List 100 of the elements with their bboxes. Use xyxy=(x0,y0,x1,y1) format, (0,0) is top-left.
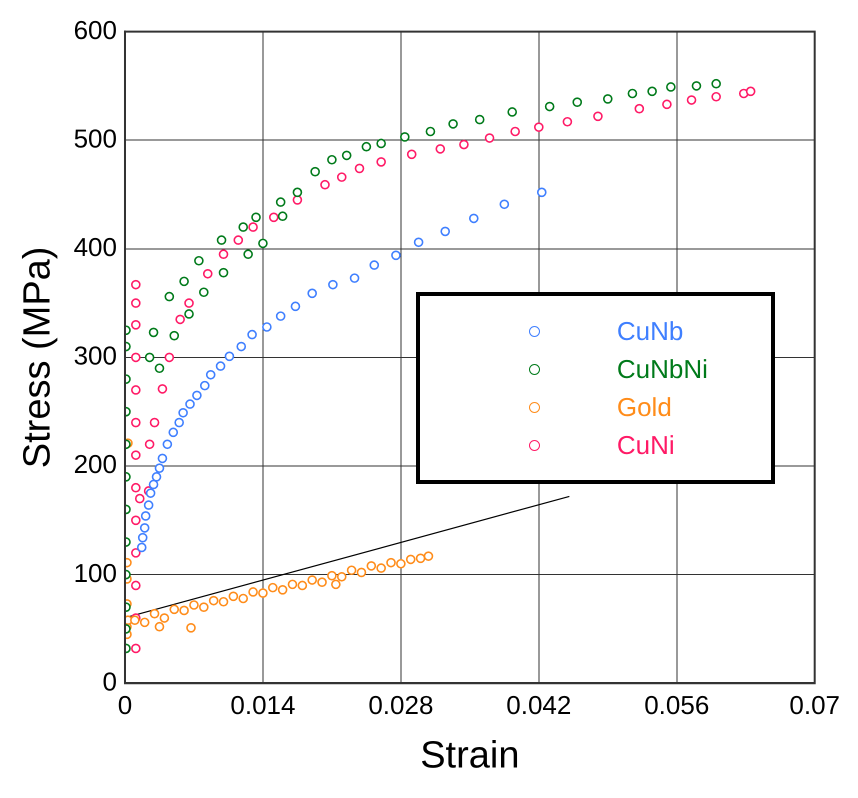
point xyxy=(140,523,150,533)
point xyxy=(278,211,288,222)
point xyxy=(376,157,386,167)
point xyxy=(406,150,417,160)
point xyxy=(158,384,168,394)
point xyxy=(144,439,154,450)
text: Gold xyxy=(616,392,672,423)
point xyxy=(238,222,248,232)
point xyxy=(414,237,424,248)
point xyxy=(144,352,154,362)
x-axis-title: Strain xyxy=(420,734,520,777)
point xyxy=(310,166,320,176)
point xyxy=(247,330,257,340)
point xyxy=(391,250,401,260)
point xyxy=(507,107,518,117)
point xyxy=(327,154,337,165)
point xyxy=(160,613,170,623)
point xyxy=(251,212,261,222)
point xyxy=(369,260,380,270)
point xyxy=(150,418,160,428)
x-tick-label: 0.014 xyxy=(230,690,296,720)
y-tick-label: 0 xyxy=(102,666,117,696)
point xyxy=(131,516,141,526)
point xyxy=(131,280,141,290)
point xyxy=(131,385,141,395)
point xyxy=(320,180,330,190)
point xyxy=(202,268,213,279)
point xyxy=(185,399,195,409)
point xyxy=(290,302,300,312)
point xyxy=(327,570,337,580)
point xyxy=(131,482,141,493)
point xyxy=(200,380,210,390)
point xyxy=(194,256,204,266)
point xyxy=(572,97,582,107)
point xyxy=(416,554,426,564)
point xyxy=(298,580,308,590)
point xyxy=(350,273,360,283)
point xyxy=(131,418,141,428)
x-tick-label: 0.028 xyxy=(368,690,434,720)
point xyxy=(206,370,216,380)
point xyxy=(150,608,160,618)
point xyxy=(307,575,317,585)
point xyxy=(216,361,226,371)
y-tick-label: 600 xyxy=(74,14,117,45)
point xyxy=(131,298,141,308)
point xyxy=(131,320,141,330)
point xyxy=(238,594,248,604)
point xyxy=(162,439,172,450)
point xyxy=(662,100,672,110)
point xyxy=(396,558,406,569)
point xyxy=(179,606,189,616)
point xyxy=(179,276,189,286)
point xyxy=(148,480,158,490)
point xyxy=(152,472,162,482)
point xyxy=(131,580,141,590)
point xyxy=(336,572,347,582)
point xyxy=(224,352,234,362)
point xyxy=(192,390,202,400)
point xyxy=(510,126,520,136)
point xyxy=(131,450,141,460)
point xyxy=(440,226,450,236)
point xyxy=(366,561,376,571)
point xyxy=(140,618,150,628)
point xyxy=(174,418,184,428)
y-axis-title: Stress (MPa) xyxy=(16,246,58,468)
point xyxy=(448,119,458,129)
point xyxy=(686,95,696,105)
point xyxy=(356,568,366,578)
x-tick-label: 0.07 xyxy=(789,690,840,720)
point xyxy=(459,140,469,150)
point xyxy=(140,511,150,521)
point xyxy=(258,238,268,248)
point xyxy=(362,142,372,152)
point xyxy=(130,615,140,626)
point xyxy=(154,622,164,632)
point xyxy=(628,88,638,98)
point xyxy=(711,78,721,89)
point xyxy=(262,322,272,332)
point xyxy=(342,150,352,160)
point xyxy=(278,585,288,595)
point xyxy=(317,577,327,587)
point xyxy=(276,311,286,321)
point xyxy=(131,548,141,558)
point xyxy=(400,132,410,142)
point xyxy=(692,81,702,91)
point xyxy=(376,563,386,573)
point xyxy=(233,235,244,245)
point xyxy=(136,542,147,552)
point xyxy=(164,352,174,362)
point xyxy=(331,580,341,590)
point xyxy=(168,428,178,438)
point xyxy=(216,235,226,245)
point xyxy=(131,644,141,654)
point xyxy=(169,604,180,614)
y-tick-label: 100 xyxy=(74,558,117,588)
y-tick-label: 400 xyxy=(74,232,117,262)
point xyxy=(178,408,188,418)
point xyxy=(138,532,148,542)
point xyxy=(186,623,196,633)
point xyxy=(144,500,154,510)
